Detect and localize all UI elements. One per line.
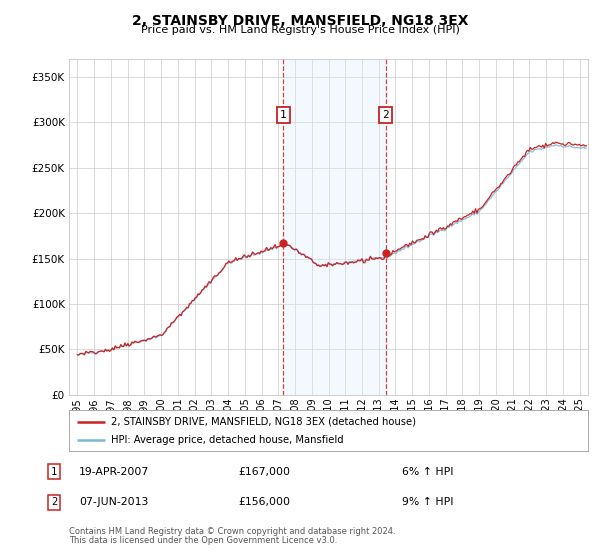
Text: 1: 1 [51, 466, 57, 477]
Text: 19-APR-2007: 19-APR-2007 [79, 466, 149, 477]
Text: 6% ↑ HPI: 6% ↑ HPI [402, 466, 454, 477]
Text: This data is licensed under the Open Government Licence v3.0.: This data is licensed under the Open Gov… [69, 536, 337, 545]
Text: HPI: Average price, detached house, Mansfield: HPI: Average price, detached house, Mans… [110, 435, 343, 445]
Text: £156,000: £156,000 [238, 497, 290, 507]
Text: 2, STAINSBY DRIVE, MANSFIELD, NG18 3EX (detached house): 2, STAINSBY DRIVE, MANSFIELD, NG18 3EX (… [110, 417, 416, 427]
Text: 2: 2 [51, 497, 57, 507]
Text: £167,000: £167,000 [238, 466, 290, 477]
Bar [283, 59, 386, 395]
Text: 2: 2 [383, 110, 389, 120]
Text: 9% ↑ HPI: 9% ↑ HPI [402, 497, 454, 507]
Text: Price paid vs. HM Land Registry's House Price Index (HPI): Price paid vs. HM Land Registry's House … [140, 25, 460, 35]
Text: 07-JUN-2013: 07-JUN-2013 [79, 497, 149, 507]
Text: 1: 1 [280, 110, 287, 120]
Text: Contains HM Land Registry data © Crown copyright and database right 2024.: Contains HM Land Registry data © Crown c… [69, 528, 395, 536]
Text: 2, STAINSBY DRIVE, MANSFIELD, NG18 3EX: 2, STAINSBY DRIVE, MANSFIELD, NG18 3EX [132, 14, 468, 28]
